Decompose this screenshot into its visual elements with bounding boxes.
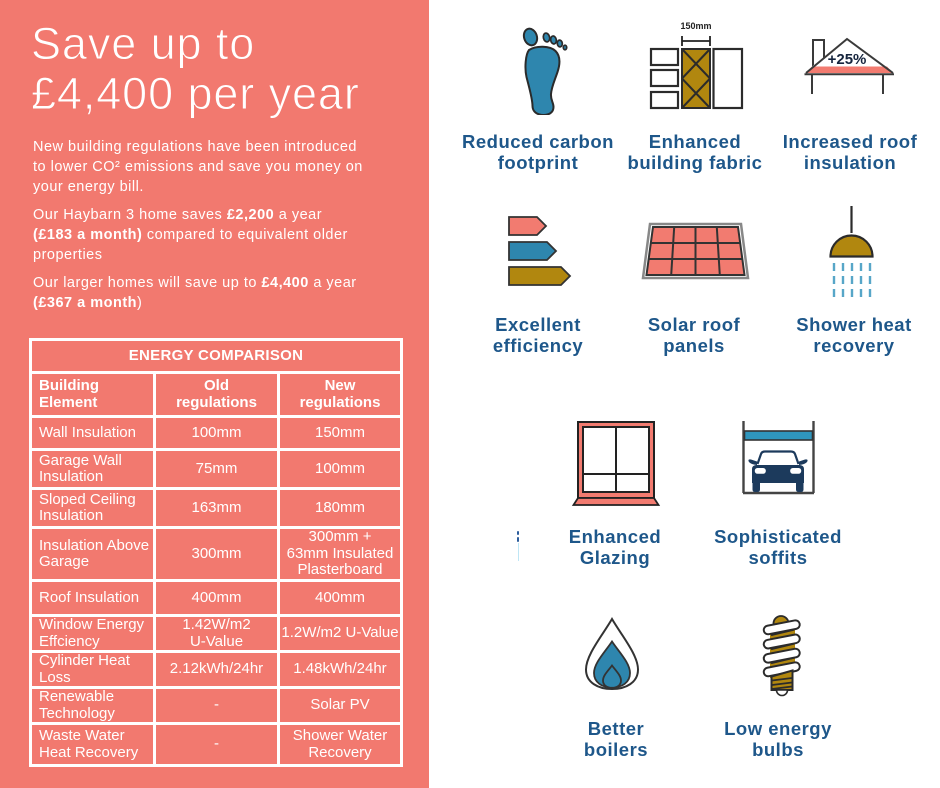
svg-text:150mm: 150mm	[680, 21, 711, 31]
svg-text:+25%: +25%	[828, 51, 867, 68]
